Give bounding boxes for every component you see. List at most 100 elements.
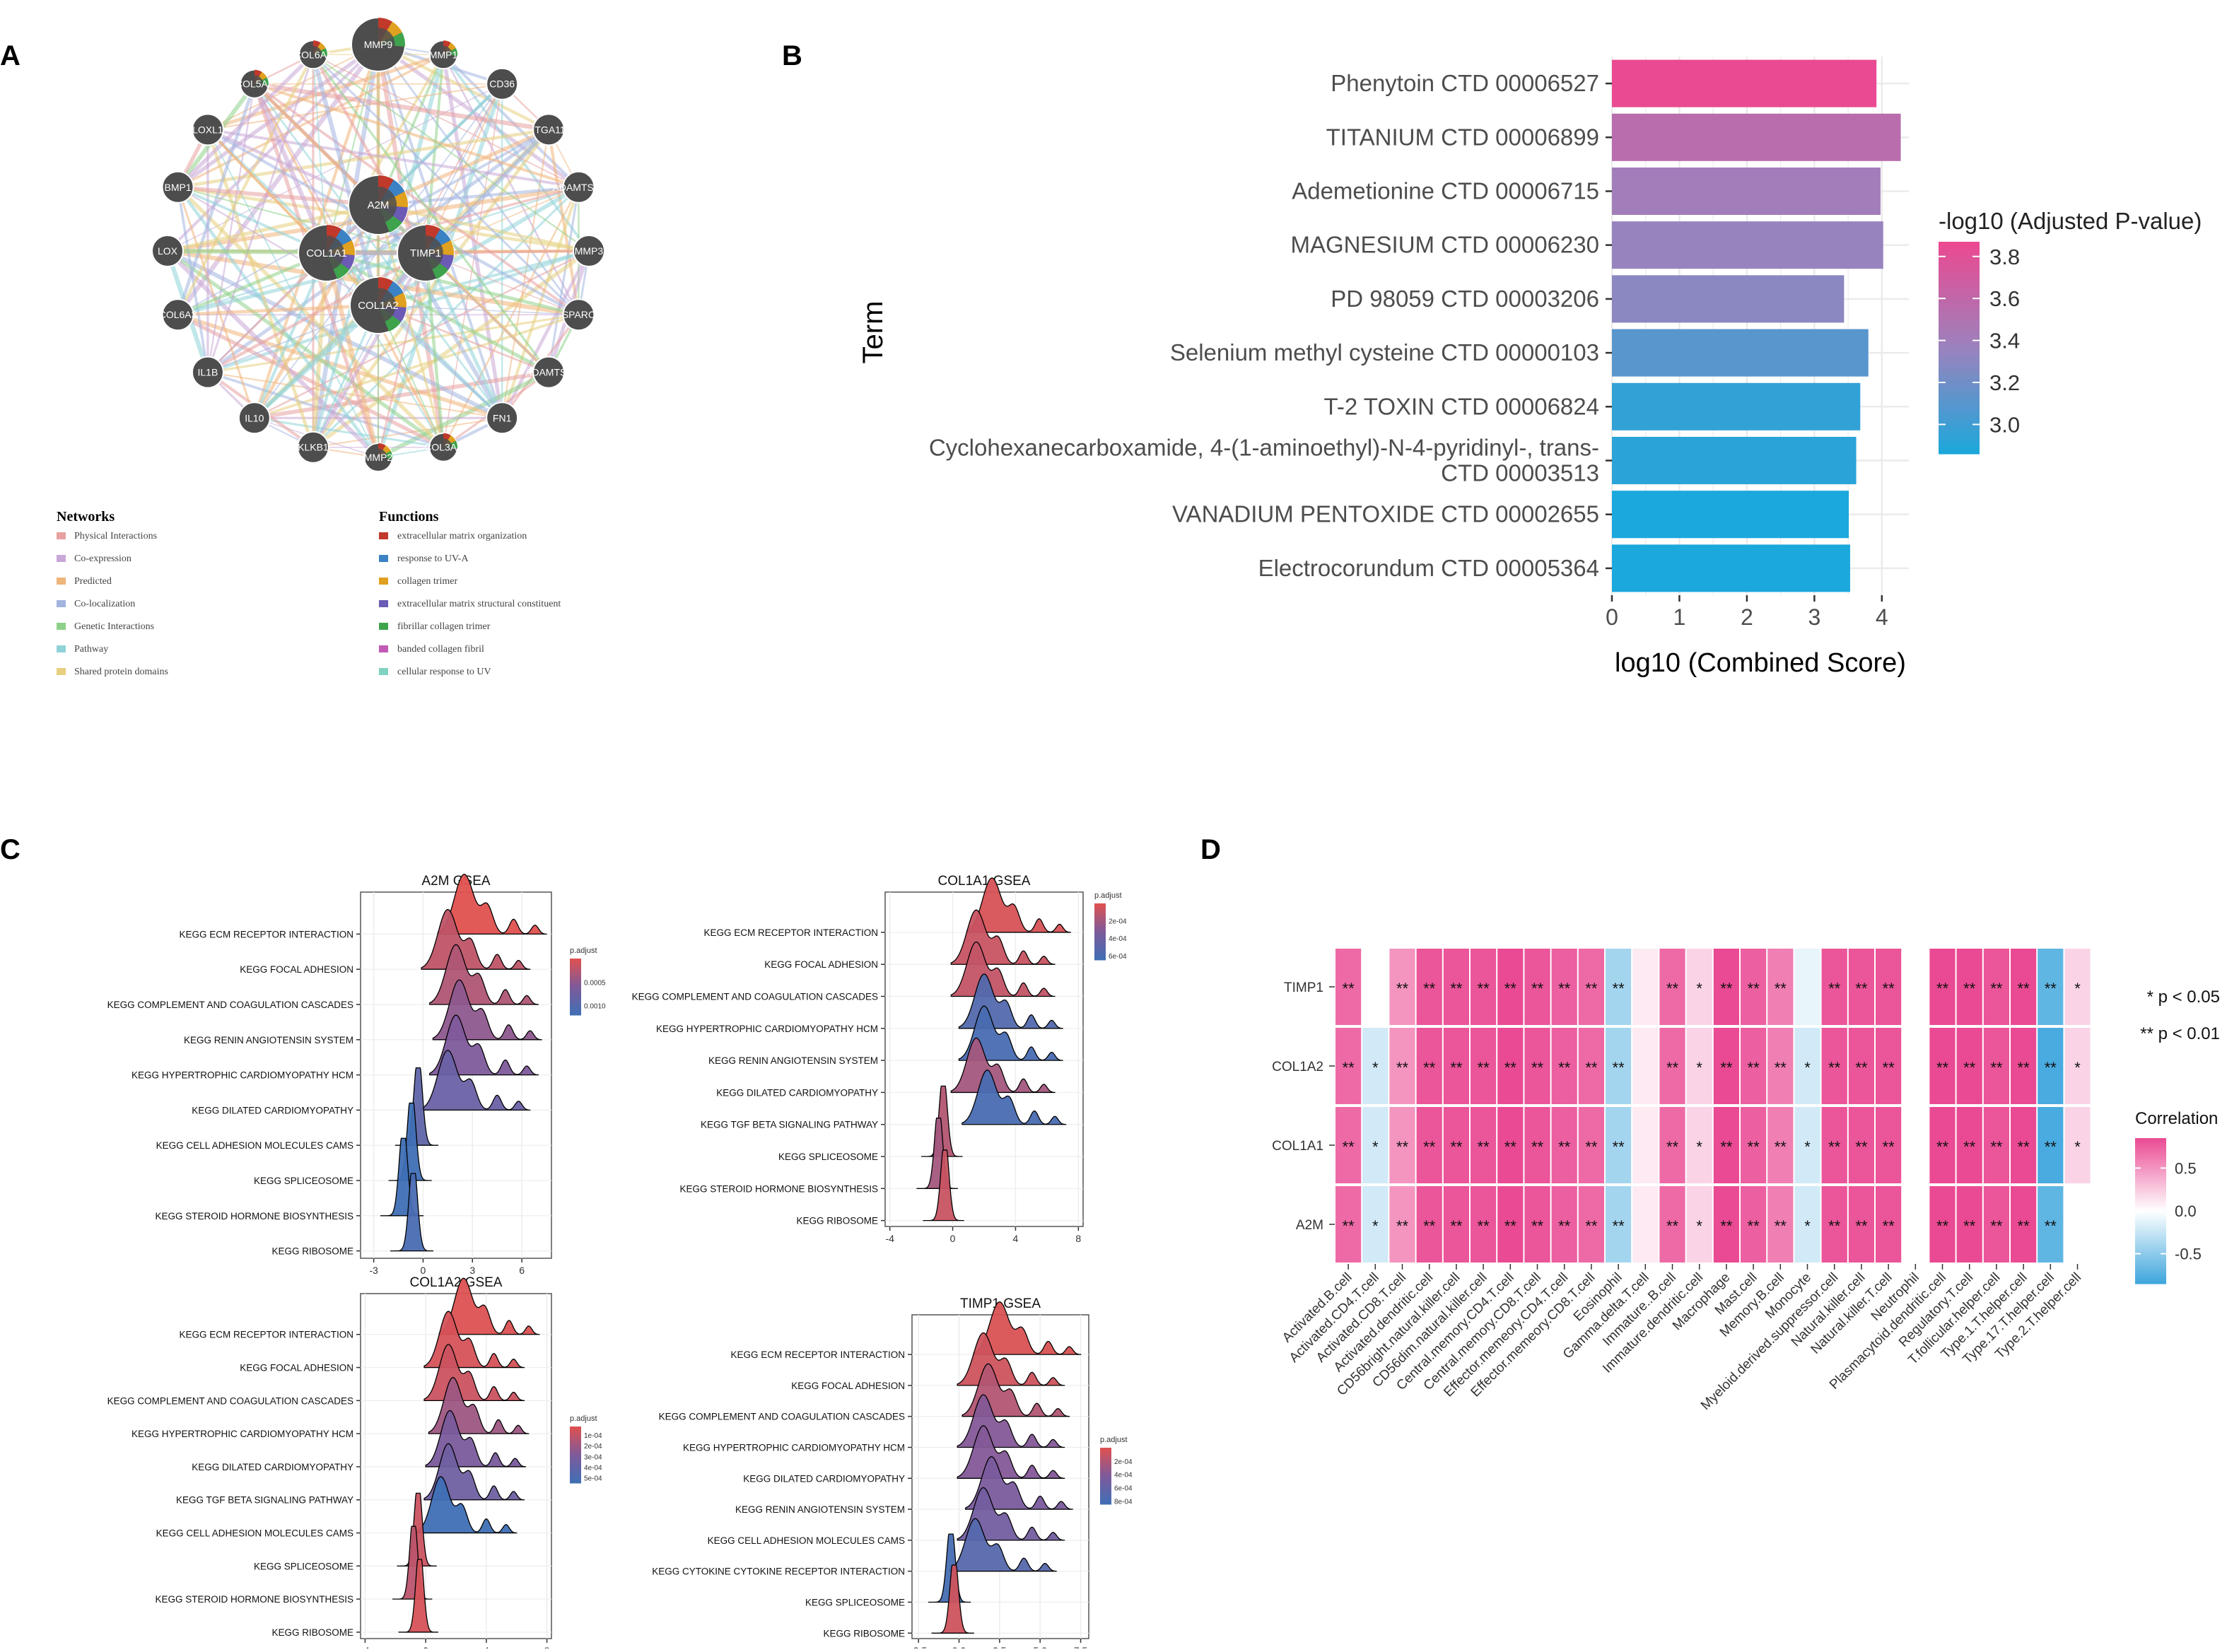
significance-mark: ** bbox=[1720, 1138, 1733, 1156]
legend-tick-label: 5e-04 bbox=[584, 1475, 602, 1482]
legend-gradient-step bbox=[1939, 288, 1980, 292]
legend-gradient-step bbox=[1100, 1451, 1111, 1454]
bar bbox=[1612, 167, 1881, 216]
gene-node-circle bbox=[562, 170, 595, 204]
gene-node-label: COL1A2 bbox=[358, 300, 399, 312]
significance-mark: ** bbox=[1936, 980, 1949, 997]
functions-legend-title: Functions bbox=[379, 509, 439, 525]
legend-gradient-step bbox=[570, 970, 581, 973]
legend-gradient-step bbox=[1939, 415, 1980, 419]
significance-mark: ** bbox=[1531, 1138, 1544, 1156]
legend-gradient-step bbox=[2135, 1203, 2166, 1207]
legend-gradient-step bbox=[1094, 916, 1106, 919]
significance-mark: ** bbox=[1720, 980, 1733, 997]
gene-node-fn1: FN1 bbox=[486, 402, 519, 435]
legend-gradient-step bbox=[570, 1443, 581, 1446]
heatmap-cell bbox=[1471, 1107, 1497, 1183]
ridge-category-label: KEGG COMPLEMENT AND COAGULATION CASCADES bbox=[632, 992, 878, 1002]
gene-node-core bbox=[304, 45, 322, 64]
legend-gradient-step bbox=[1094, 932, 1106, 935]
ridge-category-label: KEGG DILATED CARDIOMYOPATHY bbox=[743, 1473, 905, 1484]
legend-gradient-step bbox=[2135, 1218, 2166, 1222]
legend-gradient-step bbox=[2135, 1157, 2166, 1161]
legend-gradient-step bbox=[2135, 1176, 2166, 1180]
gene-node-col1a1: COL1A1 bbox=[298, 224, 356, 282]
significance-mark: ** bbox=[1666, 980, 1679, 997]
legend-gradient-step bbox=[1094, 933, 1106, 936]
heatmap-cell bbox=[1443, 949, 1469, 1025]
legend-gradient-step bbox=[2135, 1164, 2166, 1168]
legend-gradient-step bbox=[570, 971, 581, 974]
legend-gradient-step bbox=[1939, 436, 1980, 440]
significance-mark: * bbox=[1804, 1138, 1811, 1156]
x-tick-label: 6 bbox=[519, 1265, 525, 1276]
legend-gradient-step bbox=[1094, 950, 1106, 953]
significance-mark: ** bbox=[1585, 1059, 1598, 1077]
ridge-category-label: KEGG ECM RECEPTOR INTERACTION bbox=[703, 927, 878, 938]
significance-mark: ** bbox=[1423, 1138, 1436, 1156]
heatmap-cell bbox=[1335, 1107, 1362, 1183]
ridge-category-label: KEGG SPLICEOSOME bbox=[805, 1597, 905, 1607]
network-edge bbox=[177, 312, 445, 450]
legend-gradient-step bbox=[1939, 362, 1980, 366]
legend-gradient-step bbox=[2135, 1245, 2166, 1248]
legend-gradient-step bbox=[1939, 387, 1980, 391]
legend-gradient-step bbox=[1100, 1502, 1111, 1505]
significance-mark: ** bbox=[1558, 1059, 1571, 1077]
x-tick-label: -3 bbox=[369, 1265, 378, 1276]
legend-gradient-step bbox=[1094, 943, 1106, 946]
significance-mark: ** bbox=[1423, 1217, 1436, 1235]
network-nodes: MMP9 MMP1 CD36 ITGA11 ADAMTS12 MMP3 SPARC ADAMT… bbox=[151, 16, 605, 473]
legend-gradient-step bbox=[2135, 1230, 2166, 1234]
significance-mark: ** bbox=[2045, 1138, 2057, 1156]
network-edge bbox=[377, 252, 427, 458]
y-tick-label: Electrocorundum CTD 00005364 bbox=[1258, 555, 1599, 581]
legend-gradient-step bbox=[1094, 922, 1106, 925]
network-edge bbox=[310, 54, 380, 306]
heatmap-cell bbox=[1524, 1107, 1550, 1183]
legend-gradient-step bbox=[570, 1470, 581, 1472]
gene-node-a2m: A2M bbox=[348, 175, 409, 235]
heatmap-cell bbox=[1794, 949, 1820, 1025]
legend-gradient-step bbox=[570, 1004, 581, 1007]
network-edge bbox=[165, 249, 380, 459]
network-edge bbox=[312, 54, 579, 188]
legend-title: p.adjust bbox=[570, 947, 597, 955]
legend-gradient-step bbox=[1939, 277, 1980, 281]
legend-gradient-step bbox=[570, 992, 581, 995]
network-edge bbox=[376, 204, 504, 419]
legend-gradient-step bbox=[1939, 305, 1980, 310]
network-swatch bbox=[57, 532, 66, 539]
plot-background bbox=[807, 16, 961, 308]
gene-node-label: IL10 bbox=[245, 412, 264, 423]
function-legend-label: collagen trimer bbox=[397, 576, 457, 587]
legend-gradient-step bbox=[2135, 1191, 2166, 1195]
heatmap-cell bbox=[2038, 1028, 2064, 1104]
legend-gradient-step bbox=[1094, 952, 1106, 955]
significance-mark: ** bbox=[1613, 980, 1625, 997]
significance-mark: ** bbox=[1666, 1138, 1679, 1156]
ridge-category-label: KEGG CELL ADHESION MOLECULES CAMS bbox=[156, 1140, 353, 1151]
significance-mark: ** bbox=[1936, 1138, 1949, 1156]
network-swatch bbox=[57, 555, 66, 562]
panel-label-b: B bbox=[782, 40, 802, 71]
networks-legend-title: Networks bbox=[57, 509, 115, 525]
legend-gradient-step bbox=[570, 960, 581, 963]
legend-gradient-step bbox=[1939, 302, 1980, 306]
heatmap-cell bbox=[1551, 949, 1577, 1025]
significance-mark: ** bbox=[1423, 980, 1436, 997]
legend-gradient-step bbox=[2135, 1208, 2166, 1212]
legend-gradient-step bbox=[1939, 270, 1980, 274]
legend-gradient-step bbox=[2135, 1145, 2166, 1149]
ridge-category-label: KEGG STEROID HORMONE BIOSYNTHESIS bbox=[679, 1183, 878, 1194]
gene-node-circle bbox=[573, 235, 605, 267]
ridge-category-label: KEGG DILATED CARDIOMYOPATHY bbox=[716, 1087, 878, 1098]
legend-gradient-step bbox=[570, 976, 581, 978]
ridge-title: A2M GSEA bbox=[421, 874, 490, 889]
significance-mark: ** bbox=[1504, 980, 1517, 997]
legend-gradient-step bbox=[2135, 1237, 2166, 1241]
y-tick-label: MAGNESIUM CTD 00006230 bbox=[1291, 232, 1600, 258]
gene-node-cd36: CD36 bbox=[486, 67, 519, 100]
legend-gradient-step bbox=[1100, 1496, 1111, 1499]
y-tick-label: VANADIUM PENTOXIDE CTD 00002655 bbox=[1172, 501, 1599, 527]
